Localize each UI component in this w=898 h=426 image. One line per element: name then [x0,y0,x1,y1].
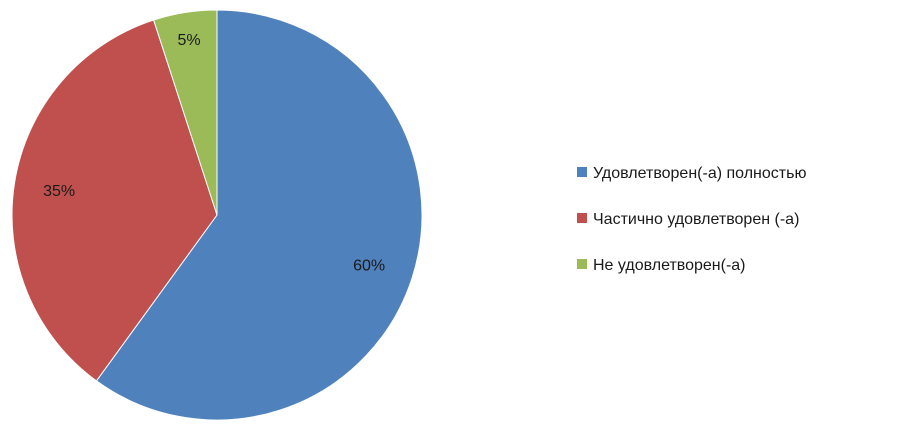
chart-legend: Удовлетворен(-а) полностью Частично удовл… [577,165,806,274]
pie-slice-3 [153,9,218,216]
pie-data-label-1: 60% [353,257,385,274]
pie-slice-1 [95,9,423,421]
pie-slice-2 [11,19,218,382]
pie-slices [11,9,423,421]
legend-swatch-1 [577,167,587,177]
legend-label-1: Удовлетворен(-а) полностью [593,165,806,182]
legend-swatch-3 [577,259,587,269]
legend-label-3: Не удовлетворен(-а) [593,257,746,274]
pie-data-label-3: 5% [178,32,201,49]
legend-label-2: Частично удовлетворен (-а) [593,211,799,228]
legend-swatch-2 [577,213,587,223]
pie-data-label-2: 35% [43,183,75,200]
pie-data-labels: 60% 35% 5% [43,32,385,275]
